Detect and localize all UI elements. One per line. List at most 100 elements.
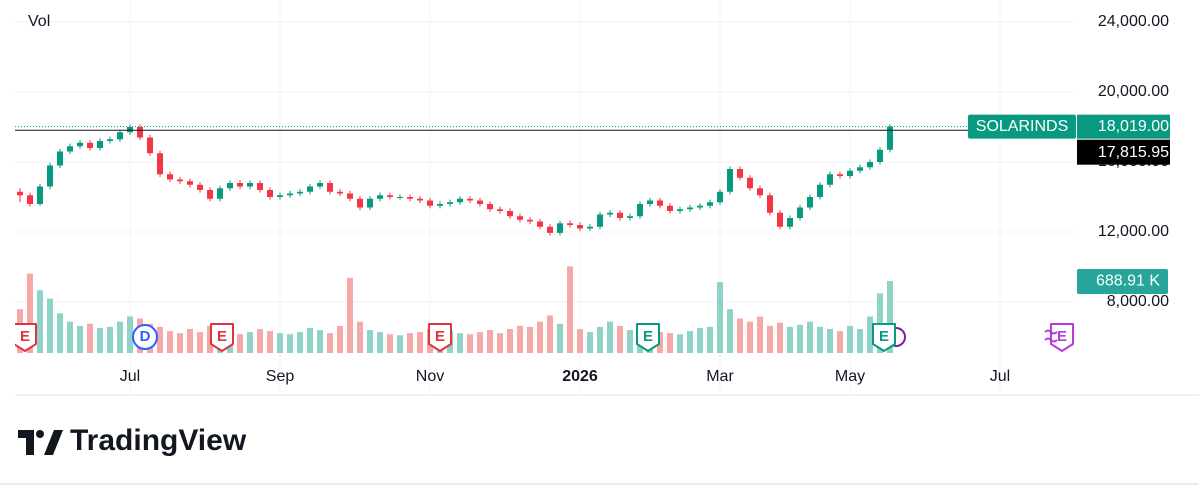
candle-body	[877, 149, 883, 163]
volume-bar	[87, 323, 93, 353]
volume-bar	[317, 330, 323, 353]
event-icon	[872, 323, 896, 352]
volume-bar	[497, 333, 503, 353]
volume-bar	[567, 266, 573, 353]
volume-bar	[247, 332, 253, 353]
candle-body	[227, 183, 233, 189]
candle-body	[887, 126, 893, 150]
volume-bar	[237, 334, 243, 353]
event-icon	[210, 323, 234, 352]
volume-bar	[837, 331, 843, 353]
volume-bar	[327, 333, 333, 353]
candle-body	[817, 184, 823, 198]
candle-body	[287, 193, 293, 196]
candle-body	[667, 205, 673, 212]
x-tick-label: Nov	[416, 368, 444, 385]
volume-bar	[467, 334, 473, 353]
candle-body	[637, 204, 643, 217]
volume-bar	[767, 325, 773, 353]
volume-bar	[47, 298, 53, 353]
candle-body	[177, 179, 183, 182]
event-icon	[428, 323, 452, 352]
volume-bar	[457, 333, 463, 353]
volume-bar	[597, 326, 603, 353]
volume-bar	[607, 321, 613, 353]
volume-bar	[857, 328, 863, 353]
volume-bar	[727, 309, 733, 353]
event-label: E	[20, 328, 30, 345]
candle-body	[357, 198, 363, 208]
candle-body	[97, 141, 103, 149]
volume-bar	[527, 326, 533, 353]
volume-bar	[267, 331, 273, 353]
event-icon	[132, 324, 158, 350]
volume-bar	[807, 321, 813, 353]
volume-bar	[347, 277, 353, 353]
candle-body	[107, 139, 113, 142]
volume-bar	[617, 325, 623, 353]
volume-bar	[817, 326, 823, 353]
candle-body	[587, 226, 593, 229]
last-price-label: 18,019.00	[1098, 118, 1169, 135]
volume-bar	[547, 315, 553, 353]
volume-bar	[297, 332, 303, 353]
volume-bar	[307, 327, 313, 353]
symbol-label: SOLARINDS	[976, 118, 1068, 135]
volume-bar	[417, 332, 423, 353]
candle-body	[487, 204, 493, 210]
event-label: D	[140, 328, 151, 345]
candle-body	[267, 190, 273, 198]
volume-bar	[737, 318, 743, 353]
candle-body	[607, 212, 613, 215]
x-tick-label: Sep	[266, 368, 295, 385]
candle-body	[647, 200, 653, 205]
volume-bar	[187, 328, 193, 353]
candle-body	[167, 174, 173, 180]
candle-body	[867, 162, 873, 168]
candle-body	[677, 209, 683, 212]
volume-bar	[127, 316, 133, 353]
candle-body	[327, 183, 333, 192]
event-icon	[15, 323, 37, 352]
candle-body	[497, 209, 503, 212]
volume-title: Vol	[28, 13, 50, 30]
price-axis: 8,000.0012,000.0016,000.0020,000.0024,00…	[120, 13, 1169, 385]
candle-body	[47, 165, 53, 187]
candle-body	[857, 167, 863, 171]
candle-body	[627, 216, 633, 219]
volume-bar	[337, 325, 343, 353]
candle-body	[477, 200, 483, 205]
candle-body	[457, 198, 463, 203]
candle-body	[147, 137, 153, 154]
y-tick-label: 8,000.00	[1107, 293, 1169, 310]
candle-body	[687, 207, 693, 210]
candle-body	[207, 190, 213, 199]
volume-bar	[387, 334, 393, 353]
last-price-box	[1077, 114, 1170, 139]
candle-body	[537, 221, 543, 227]
candle-body	[17, 191, 23, 196]
logo	[18, 430, 63, 455]
candle-body	[767, 195, 773, 213]
volume-bar	[397, 335, 403, 353]
candle-body	[347, 193, 353, 199]
candle-body	[717, 191, 723, 203]
volume-bar	[697, 327, 703, 353]
candle-body	[577, 225, 583, 229]
volume-bar	[777, 322, 783, 353]
event-label: E	[435, 328, 445, 345]
volume-bar	[537, 321, 543, 353]
x-tick-label: Jul	[990, 368, 1010, 385]
volume-bar	[717, 281, 723, 353]
candle-body	[757, 188, 763, 196]
volume-bar	[287, 334, 293, 353]
candle-body	[527, 219, 533, 222]
volume-bar	[677, 334, 683, 353]
volume-bar	[67, 321, 73, 353]
candle-body	[417, 198, 423, 201]
candle-body	[377, 195, 383, 199]
candle-body	[27, 195, 33, 205]
x-tick-label: May	[835, 368, 865, 385]
